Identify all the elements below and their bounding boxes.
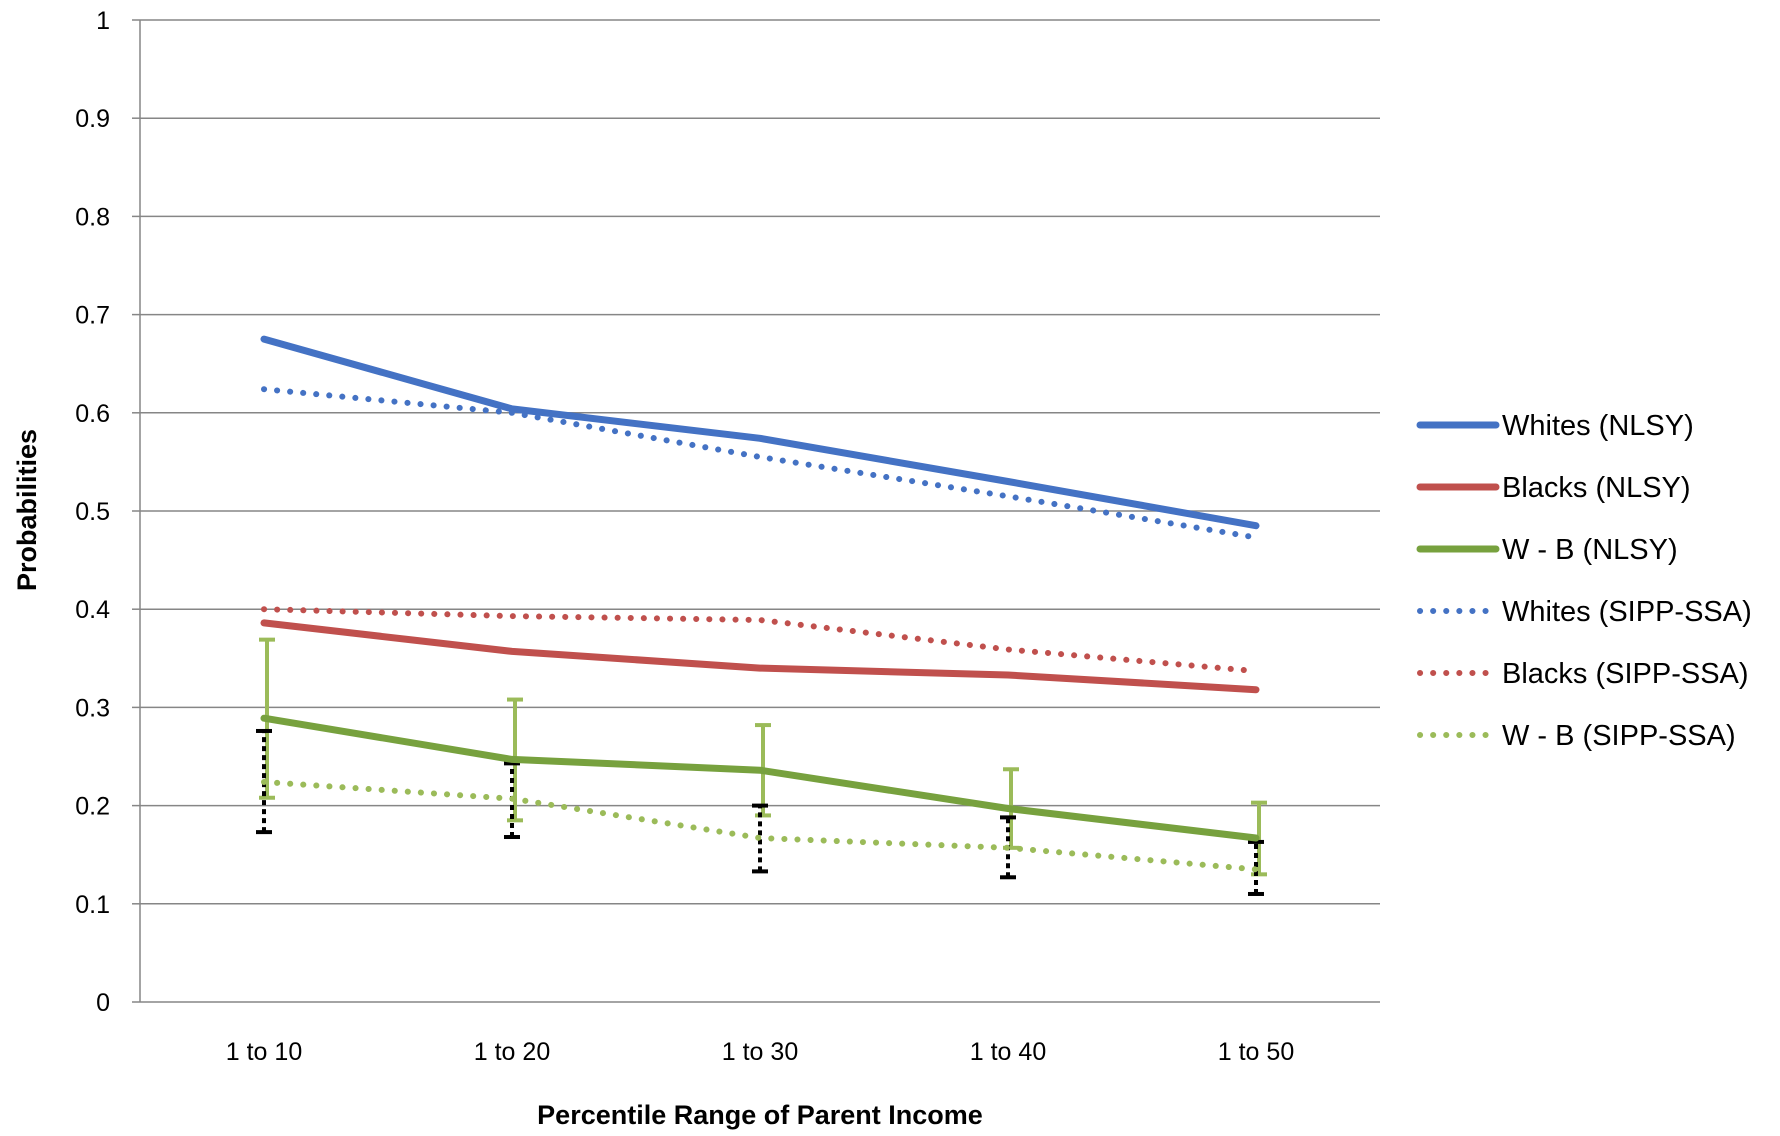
y-tick-label: 0.8 <box>75 203 110 231</box>
x-axis-title: Percentile Range of Parent Income <box>537 1100 983 1130</box>
x-tick-label: 1 to 40 <box>970 1038 1046 1066</box>
y-tick-label: 0.5 <box>75 498 110 526</box>
legend-label: W - B (NLSY) <box>1502 534 1678 566</box>
series-line-whites-nlsy <box>260 335 1260 530</box>
legend-label: W - B (SIPP-SSA) <box>1502 720 1736 752</box>
y-tick-labels: 0 0.1 0.2 0.3 0.4 0.5 0.6 0.7 0.8 0.9 1 <box>75 7 110 1017</box>
legend: Whites (NLSY) Blacks (NLSY) W - B (NLSY) Wh… <box>1416 410 1752 752</box>
series-line-blacks-nlsy <box>260 619 1260 694</box>
y-tick-label: 1 <box>96 7 110 35</box>
gridlines <box>140 19 1380 905</box>
y-tick-label: 0.7 <box>75 302 110 330</box>
legend-label: Blacks (NLSY) <box>1502 472 1691 504</box>
series-lines <box>260 335 1260 873</box>
axes <box>132 19 1380 1003</box>
y-tick-label: 0 <box>96 989 110 1017</box>
series-line-whites-sipp-ssa <box>261 386 1259 541</box>
y-tick-label: 0.9 <box>75 105 110 133</box>
y-tick-label: 0.1 <box>75 891 110 919</box>
y-tick-label: 0.4 <box>75 596 110 624</box>
x-tick-label: 1 to 50 <box>1218 1038 1294 1066</box>
legend-label: Whites (SIPP-SSA) <box>1502 596 1752 628</box>
series-line-blacks-sipp-ssa <box>261 606 1259 675</box>
x-tick-labels: 1 to 10 1 to 20 1 to 30 1 to 40 1 to 50 <box>226 1038 1294 1066</box>
series-line-w-b-nlsy <box>260 714 1260 842</box>
error-bars <box>256 637 1267 896</box>
x-tick-label: 1 to 10 <box>226 1038 302 1066</box>
y-axis-title: Probabilities <box>12 429 42 591</box>
x-tick-label: 1 to 30 <box>722 1038 798 1066</box>
legend-label: Blacks (SIPP-SSA) <box>1502 658 1749 690</box>
y-tick-label: 0.3 <box>75 694 110 722</box>
y-tick-label: 0.6 <box>75 400 110 428</box>
legend-label: Whites (NLSY) <box>1502 410 1694 442</box>
y-tick-label: 0.2 <box>75 793 110 821</box>
series-line-w-b-sipp-ssa <box>261 779 1259 873</box>
x-tick-label: 1 to 20 <box>474 1038 550 1066</box>
